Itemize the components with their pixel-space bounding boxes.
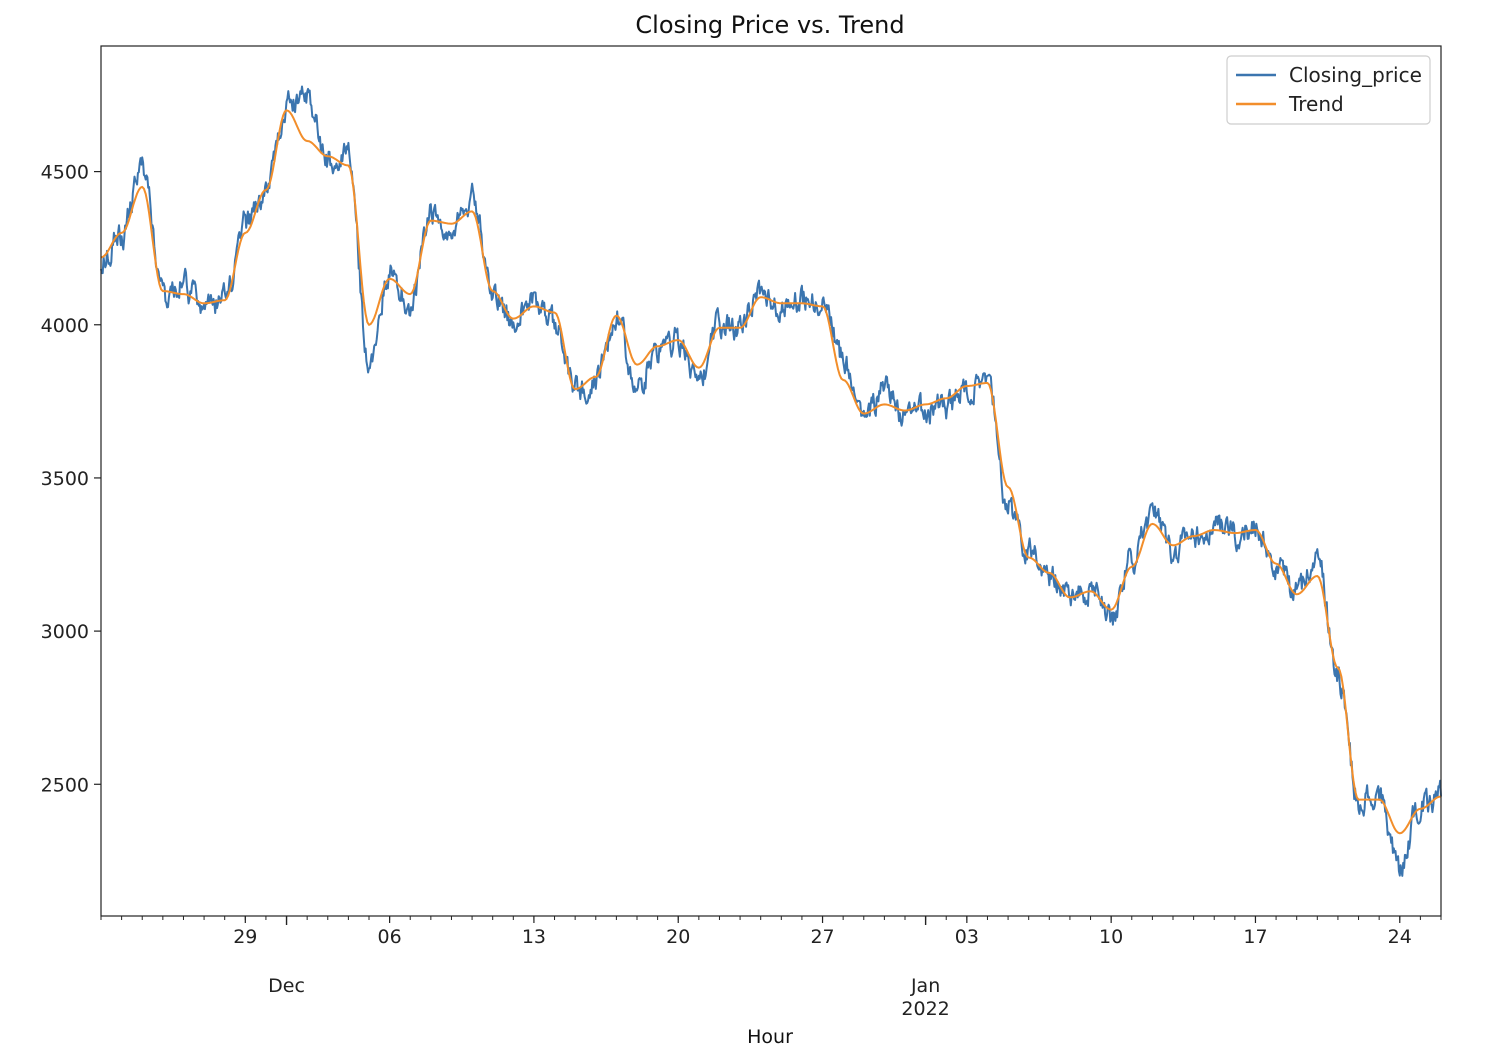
legend-frame [1226, 55, 1431, 125]
x-tick-label: 29 [233, 926, 257, 948]
plot-area [100, 45, 1442, 917]
plot-background [101, 46, 1441, 916]
x-tick-label: 24 [1388, 926, 1412, 948]
y-tick-label: 3000 [41, 621, 89, 643]
legend-label-trend: Trend [1288, 92, 1344, 116]
x-tick-label: 27 [810, 926, 834, 948]
y-axis: 2500 3000 3500 4000 4500 [41, 162, 101, 796]
chart-title: Closing Price vs. Trend [635, 11, 904, 39]
x-month-label: Dec [268, 975, 305, 997]
series-layer [100, 85, 1442, 877]
x-tick-label: 03 [955, 926, 979, 948]
x-tick-label: 17 [1243, 926, 1267, 948]
x-tick-label: 10 [1099, 926, 1123, 948]
x-axis-label: Hour [747, 1026, 793, 1048]
y-tick-label: 2500 [41, 774, 89, 796]
series-line-trend [100, 109, 1442, 835]
x-tick-label: 13 [522, 926, 546, 948]
legend-label-closing-price: Closing_price [1289, 63, 1422, 87]
y-tick-label: 4500 [41, 162, 89, 184]
plot-frame [100, 45, 1442, 917]
legend: Closing_price Trend [1226, 55, 1431, 125]
x-tick-label: 06 [378, 926, 402, 948]
x-year-label: 2022 [901, 998, 949, 1020]
y-tick-label: 4000 [41, 315, 89, 337]
x-month-label: Jan [910, 975, 940, 997]
x-tick-label: 20 [666, 926, 690, 948]
y-tick-label: 3500 [41, 468, 89, 490]
